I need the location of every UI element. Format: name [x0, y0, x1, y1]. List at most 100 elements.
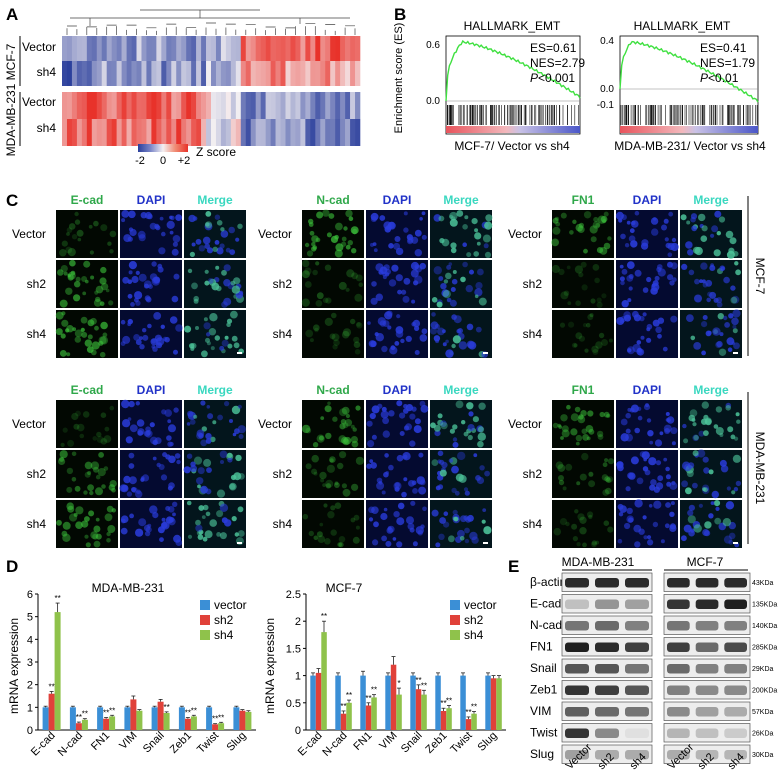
cell-dot	[446, 264, 452, 270]
bar-sh4	[496, 678, 502, 730]
cell-dot	[462, 242, 468, 247]
significance-mark: **	[340, 702, 346, 711]
cell-dot	[329, 456, 336, 463]
cell-dot	[716, 301, 723, 308]
cell-dot	[93, 525, 101, 533]
cell-dot	[370, 462, 378, 469]
cell-dot	[205, 337, 210, 343]
heatmap-cell	[215, 119, 222, 146]
cell-dot	[337, 462, 344, 470]
cell-dot	[732, 328, 738, 334]
cell-dot	[326, 232, 332, 238]
blot-band	[667, 621, 690, 631]
cell-dot	[325, 483, 332, 489]
cell-dot	[129, 513, 135, 519]
heatmap-cell	[136, 61, 142, 86]
cell-dot	[161, 521, 170, 530]
cell-dot	[147, 523, 152, 528]
cell-dot	[106, 531, 111, 537]
heatmap-cell	[330, 61, 336, 86]
molecular-weight: 57KDa	[752, 709, 774, 716]
column-header: Merge	[693, 383, 729, 397]
cell-dot	[640, 335, 645, 340]
cell-dot	[371, 405, 380, 414]
cell-dot	[109, 249, 114, 254]
cell-dot	[440, 422, 448, 430]
cell-dot	[166, 220, 175, 229]
blot-band	[667, 664, 690, 674]
heatmap-cell	[206, 36, 212, 61]
heatmap-cell	[96, 36, 103, 61]
cell-dot	[130, 302, 135, 307]
cell-dot	[93, 299, 102, 307]
cell-dot	[335, 243, 344, 252]
blot-band	[724, 685, 747, 695]
blot-band	[695, 642, 719, 652]
cell-dot	[369, 459, 374, 463]
cell-dot	[594, 277, 600, 284]
cell-dot	[578, 222, 585, 228]
cell-dot	[727, 347, 733, 353]
cell-dot	[161, 409, 167, 415]
y-tick: 0.0	[600, 84, 614, 95]
gsea-plot-mda: HALLMARK_EMT 0.4 0.0 -0.1 ES=0.41 NES=1.…	[597, 19, 766, 153]
cell-dot	[195, 238, 202, 245]
cell-dot	[234, 532, 239, 537]
cell-dot	[63, 271, 68, 276]
heatmap-cell	[315, 36, 321, 61]
heatmap-cell	[131, 119, 137, 146]
bar-vector	[206, 707, 213, 730]
cell-dot	[172, 241, 178, 247]
cell-dot	[552, 226, 561, 235]
cell-dot	[405, 423, 412, 431]
cell-dot	[135, 490, 143, 498]
cell-dot	[75, 506, 84, 515]
cell-dot	[414, 418, 421, 425]
heatmap-cell	[235, 61, 242, 86]
y-axis-label: Enrichment score (ES)	[393, 23, 405, 134]
blot-band	[667, 685, 690, 695]
heatmap	[62, 36, 361, 146]
cell-dot	[212, 420, 217, 425]
cell-dot	[646, 276, 652, 283]
cell-dot	[431, 312, 436, 317]
cell-dot	[151, 344, 156, 349]
heatmap-cell	[101, 119, 107, 146]
cell-dot	[666, 418, 671, 423]
cell-dot	[735, 480, 742, 487]
heatmap-cell	[201, 61, 207, 86]
heatmap-cell	[196, 92, 202, 119]
cell-dot	[84, 471, 91, 478]
bar-sh2	[440, 711, 447, 730]
molecular-weight: 26KDa	[752, 731, 774, 738]
heatmap-cell	[186, 119, 192, 146]
cell-dot	[214, 214, 221, 220]
cell-dot	[168, 455, 176, 464]
cell-dot	[59, 350, 67, 357]
cell-dot	[630, 456, 639, 465]
cell-dot	[690, 335, 696, 341]
cell-dot	[692, 434, 699, 442]
cell-dot	[439, 517, 446, 524]
cell-dot	[409, 527, 415, 533]
cell-dot	[171, 295, 179, 303]
cell-dot	[149, 222, 157, 230]
cell-dot	[87, 334, 93, 340]
es-value: ES=0.61	[530, 41, 577, 55]
cell-dot	[412, 319, 421, 328]
cell-dot	[84, 461, 93, 470]
cell-dot	[664, 523, 670, 529]
cell-dot	[704, 418, 712, 426]
heatmap-cell	[126, 92, 132, 119]
cell-dot	[474, 228, 479, 233]
cell-dot	[354, 349, 361, 355]
cell-dot	[223, 297, 232, 306]
heatmap-cell	[161, 36, 167, 61]
cell-dot	[71, 451, 77, 457]
column-header: DAPI	[137, 193, 166, 207]
cell-dot	[90, 461, 100, 470]
cell-dot	[601, 474, 609, 481]
significance-mark: **	[185, 709, 191, 718]
cell-dot	[669, 523, 677, 530]
cell-dot	[135, 339, 142, 346]
